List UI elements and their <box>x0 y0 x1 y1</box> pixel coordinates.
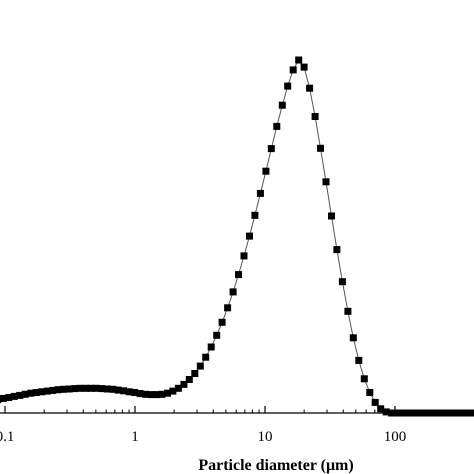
data-point <box>0 395 7 402</box>
x-tick-label: 100 <box>384 429 407 445</box>
data-point <box>164 389 171 397</box>
data-point <box>142 390 150 398</box>
data-point <box>300 63 308 71</box>
data-point <box>229 288 237 296</box>
data-point <box>21 390 29 398</box>
data-point <box>54 386 62 394</box>
data-point <box>333 246 341 254</box>
data-point <box>306 84 314 92</box>
data-point <box>202 353 210 361</box>
data-point <box>256 189 264 197</box>
data-point <box>92 384 100 392</box>
data-point <box>322 178 330 186</box>
data-point <box>355 356 363 364</box>
data-point <box>131 389 139 396</box>
data-point <box>49 386 57 394</box>
data-point <box>262 167 270 175</box>
data-point <box>82 384 89 392</box>
plot-area <box>0 56 474 417</box>
data-point <box>169 387 177 395</box>
data-point <box>317 144 324 152</box>
data-point <box>16 391 24 399</box>
data-point <box>191 370 199 377</box>
data-point <box>27 389 35 397</box>
data-point <box>360 375 368 383</box>
data-point <box>366 389 374 396</box>
data-point <box>71 385 79 393</box>
data-point <box>120 387 128 395</box>
x-tick-label: 10 <box>258 429 273 445</box>
data-point <box>278 101 286 109</box>
data-point <box>114 386 122 394</box>
data-point <box>5 394 13 401</box>
data-point <box>147 391 155 399</box>
data-point <box>338 278 346 286</box>
data-point <box>174 384 182 392</box>
data-point <box>109 385 117 393</box>
data-point <box>382 408 390 416</box>
data-point <box>273 122 281 130</box>
x-tick-label: 0.1 <box>0 429 14 445</box>
data-point <box>344 307 352 315</box>
data-point <box>311 113 319 120</box>
data-point <box>185 376 193 383</box>
data-point <box>284 82 292 90</box>
data-point <box>224 304 232 312</box>
data-point <box>153 391 160 399</box>
data-point <box>218 318 226 326</box>
data-point <box>98 385 106 393</box>
x-tick-label: 1 <box>131 429 139 445</box>
data-point <box>10 392 18 400</box>
data-point <box>295 56 303 64</box>
data-point <box>349 334 357 342</box>
data-point <box>125 388 133 396</box>
data-point <box>158 390 166 398</box>
data-point <box>377 405 385 413</box>
data-point <box>289 66 297 74</box>
data-point <box>76 384 84 392</box>
data-point <box>180 380 188 388</box>
data-point <box>87 384 95 392</box>
data-point <box>65 385 73 393</box>
data-point <box>267 145 275 153</box>
data-point <box>328 212 335 220</box>
data-point <box>207 343 215 351</box>
data-point <box>240 252 248 260</box>
data-point <box>103 385 111 393</box>
data-point <box>38 388 46 396</box>
data-point <box>196 362 204 370</box>
x-axis: 0.1 1 10 100 <box>0 406 474 445</box>
data-point <box>60 385 67 393</box>
data-point <box>235 271 242 279</box>
x-axis-title: Particle diameter (μm) <box>198 457 353 474</box>
data-point <box>246 232 253 240</box>
data-point <box>251 211 259 219</box>
data-point <box>43 387 51 395</box>
data-point <box>213 331 221 339</box>
data-point <box>371 398 379 406</box>
data-point <box>32 389 40 396</box>
series-line <box>0 59 474 414</box>
data-point <box>136 390 144 398</box>
